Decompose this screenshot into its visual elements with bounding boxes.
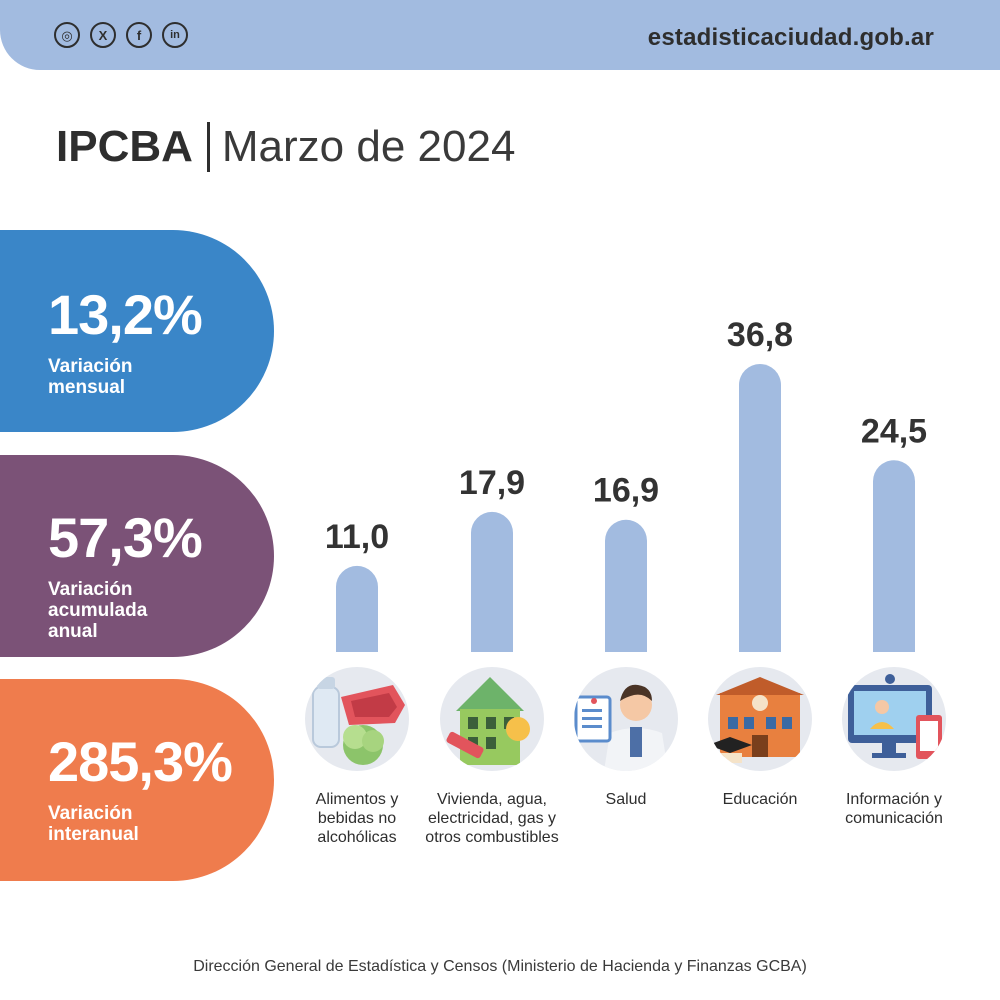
title-main: IPCBA: [56, 122, 193, 171]
stat-value: 285,3%: [48, 730, 233, 793]
computer-icon: [842, 667, 946, 771]
facebook-icon[interactable]: f: [126, 22, 152, 48]
category-label: Vivienda, agua, electricidad, gas y otro…: [425, 791, 559, 846]
bar-value-label: 36,8: [727, 316, 793, 354]
title-sub: Marzo de 2024: [221, 122, 516, 171]
bar: [605, 519, 647, 652]
site-link[interactable]: estadisticaciudad.gob.ar: [647, 24, 934, 51]
header-bar: ◎ X f in estadisticaciudad.gob.ar: [0, 0, 1000, 70]
house-icon: [440, 667, 544, 771]
x-icon[interactable]: X: [90, 22, 116, 48]
stat-label: Variación acumulada anual: [48, 579, 148, 642]
stat-label: Variación interanual: [48, 803, 139, 845]
linkedin-icon[interactable]: in: [162, 22, 188, 48]
stat-yoy: 285,3% Variación interanual: [0, 679, 274, 881]
stat-label: Variación mensual: [48, 356, 133, 398]
bar: [739, 364, 781, 652]
stat-value: 57,3%: [48, 506, 203, 569]
social-links: ◎ X f in: [54, 22, 188, 48]
page-title: IPCBA Marzo de 2024: [56, 122, 515, 172]
bar-chart: 11,0 17,9 16,9 36,8 24,5: [325, 316, 927, 652]
stat-monthly: 13,2% Variación mensual: [0, 230, 274, 432]
bar: [873, 460, 915, 652]
bar: [471, 511, 513, 652]
category-label: Educación: [722, 791, 798, 808]
category-label: Salud: [605, 791, 647, 808]
doctor-icon: [574, 667, 678, 771]
category-label: Información y comunicación: [845, 791, 943, 827]
bar: [336, 565, 378, 652]
bar-value-label: 11,0: [325, 518, 389, 556]
stat-ytd: 57,3% Variación acumulada anual: [0, 455, 274, 657]
bar-value-label: 16,9: [593, 472, 659, 510]
school-icon: [708, 667, 812, 771]
stat-value: 13,2%: [48, 283, 203, 346]
bar-value-label: 24,5: [861, 412, 927, 450]
category-label: Alimentos y bebidas no alcohólicas: [315, 791, 399, 846]
title-separator: [206, 122, 210, 172]
bar-value-label: 17,9: [459, 464, 525, 502]
instagram-icon[interactable]: ◎: [54, 22, 80, 48]
food-icon: [305, 667, 409, 771]
footer-source: Dirección General de Estadística y Censo…: [193, 958, 807, 975]
